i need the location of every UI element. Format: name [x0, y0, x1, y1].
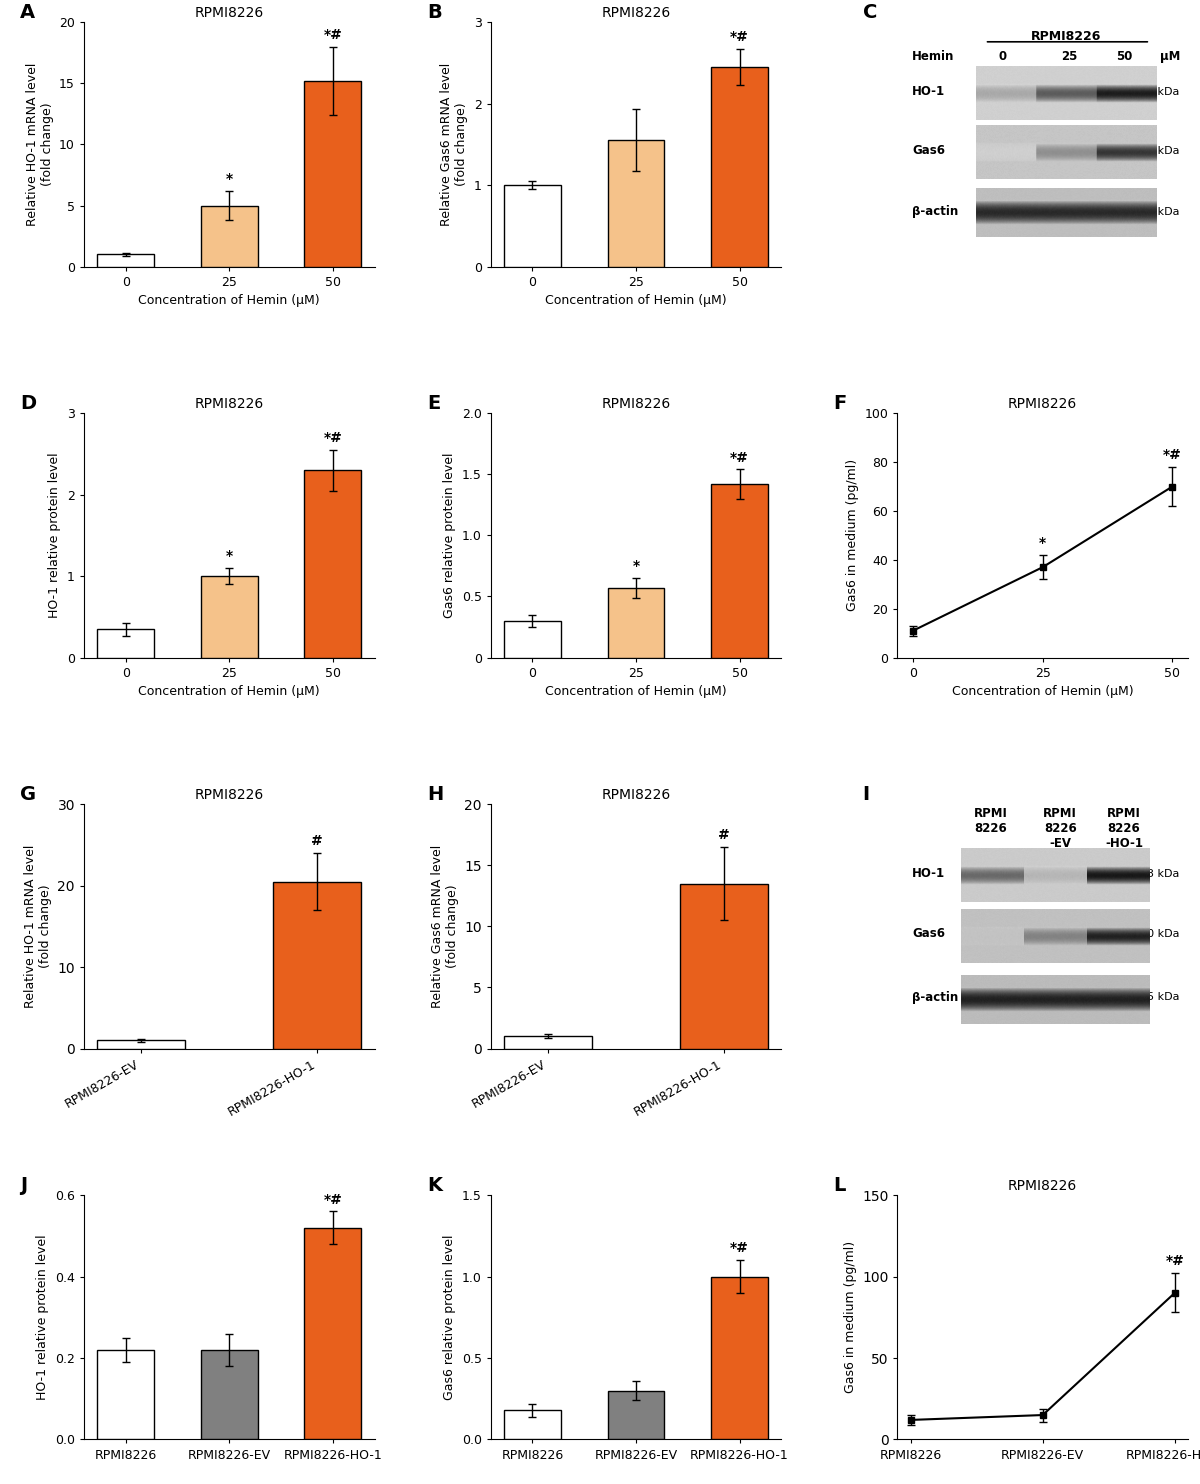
Bar — [274, 881, 361, 1049]
Text: C: C — [863, 3, 877, 22]
Text: *#: *# — [1165, 1254, 1184, 1269]
X-axis label: Concentration of Hemin (μM): Concentration of Hemin (μM) — [138, 686, 320, 697]
Text: β-actin: β-actin — [912, 991, 959, 1003]
Bar — [200, 205, 258, 267]
Text: A: A — [20, 3, 35, 22]
Text: G: G — [20, 785, 36, 804]
Text: Gas6: Gas6 — [912, 144, 946, 157]
Text: #: # — [718, 828, 730, 841]
Y-axis label: HO-1 relative protein level: HO-1 relative protein level — [36, 1235, 49, 1399]
Text: *: * — [226, 549, 233, 562]
Text: 45 kDa: 45 kDa — [1140, 206, 1180, 217]
Text: K: K — [427, 1175, 442, 1195]
Text: *#: *# — [324, 1193, 342, 1206]
Y-axis label: Gas6 in medium (pg/ml): Gas6 in medium (pg/ml) — [844, 1241, 857, 1393]
Y-axis label: Gas6 in medium (pg/ml): Gas6 in medium (pg/ml) — [846, 460, 859, 611]
Text: 80 kDa: 80 kDa — [1140, 929, 1180, 939]
Y-axis label: Relative Gas6 mRNA level
(fold change): Relative Gas6 mRNA level (fold change) — [440, 62, 468, 226]
Y-axis label: Gas6 relative protein level: Gas6 relative protein level — [443, 1235, 456, 1399]
Text: Gas6: Gas6 — [912, 928, 946, 941]
Text: #: # — [312, 834, 323, 849]
Bar — [607, 588, 665, 657]
X-axis label: Concentration of Hemin (μM): Concentration of Hemin (μM) — [545, 294, 727, 307]
Bar — [200, 1350, 258, 1439]
Text: F: F — [834, 393, 847, 413]
Bar — [712, 1276, 768, 1439]
Text: RPMI
8226
-EV: RPMI 8226 -EV — [1043, 807, 1078, 850]
Bar — [607, 141, 665, 267]
Title: RPMI8226: RPMI8226 — [601, 6, 671, 19]
Title: RPMI8226: RPMI8226 — [194, 788, 264, 801]
Text: *#: *# — [324, 430, 342, 445]
Bar — [200, 576, 258, 657]
Text: HO-1: HO-1 — [912, 86, 946, 98]
Text: *: * — [226, 172, 233, 186]
Text: *#: *# — [730, 1242, 749, 1255]
Bar — [680, 883, 768, 1049]
Title: RPMI8226: RPMI8226 — [601, 788, 671, 801]
Text: *#: *# — [730, 451, 749, 464]
Text: β-actin: β-actin — [912, 205, 959, 218]
Bar — [504, 1410, 560, 1439]
Text: *#: *# — [324, 28, 342, 42]
Bar — [305, 1227, 361, 1439]
Text: L: L — [834, 1175, 846, 1195]
Bar — [712, 67, 768, 267]
Text: *: * — [632, 559, 640, 573]
Text: HO-1: HO-1 — [912, 867, 946, 880]
Bar — [97, 629, 154, 657]
Bar — [712, 484, 768, 657]
Text: I: I — [863, 785, 870, 804]
Text: 45 kDa: 45 kDa — [1140, 993, 1180, 1002]
Y-axis label: Relative HO-1 mRNA level
(fold change): Relative HO-1 mRNA level (fold change) — [25, 62, 54, 226]
Text: μM: μM — [1160, 50, 1181, 62]
Y-axis label: Relative HO-1 mRNA level
(fold change): Relative HO-1 mRNA level (fold change) — [24, 844, 52, 1008]
Text: *: * — [1039, 536, 1046, 551]
Text: RPMI
8226
-HO-1: RPMI 8226 -HO-1 — [1105, 807, 1144, 850]
Text: J: J — [20, 1175, 28, 1195]
Text: 33 kDa: 33 kDa — [1140, 868, 1180, 879]
Y-axis label: Gas6 relative protein level: Gas6 relative protein level — [443, 453, 456, 619]
Text: *#: *# — [1163, 448, 1182, 462]
Bar — [504, 620, 560, 657]
Bar — [504, 186, 560, 267]
Text: B: B — [427, 3, 442, 22]
Bar — [305, 82, 361, 267]
Bar — [97, 1040, 185, 1049]
Text: 25: 25 — [1061, 50, 1078, 62]
Text: *#: *# — [730, 30, 749, 45]
Text: 80 kDa: 80 kDa — [1140, 145, 1180, 156]
Title: RPMI8226: RPMI8226 — [1008, 1178, 1078, 1193]
Title: RPMI8226: RPMI8226 — [1008, 396, 1078, 411]
Text: E: E — [427, 393, 440, 413]
Text: RPMI
8226: RPMI 8226 — [973, 807, 1007, 834]
Bar — [305, 470, 361, 657]
Bar — [607, 1391, 665, 1439]
X-axis label: Concentration of Hemin (μM): Concentration of Hemin (μM) — [952, 686, 1134, 697]
Text: 33 kDa: 33 kDa — [1140, 88, 1180, 96]
Bar — [97, 1350, 154, 1439]
X-axis label: Concentration of Hemin (μM): Concentration of Hemin (μM) — [138, 294, 320, 307]
Text: D: D — [20, 393, 36, 413]
Bar — [504, 1036, 592, 1049]
Y-axis label: Relative Gas6 mRNA level
(fold change): Relative Gas6 mRNA level (fold change) — [431, 844, 458, 1008]
Y-axis label: HO-1 relative protein level: HO-1 relative protein level — [48, 453, 61, 619]
Title: RPMI8226: RPMI8226 — [601, 396, 671, 411]
Text: H: H — [427, 785, 443, 804]
Text: RPMI8226: RPMI8226 — [1031, 30, 1102, 43]
Text: 50: 50 — [1116, 50, 1133, 62]
Bar — [97, 254, 154, 267]
Title: RPMI8226: RPMI8226 — [194, 396, 264, 411]
Text: 0: 0 — [998, 50, 1006, 62]
X-axis label: Concentration of Hemin (μM): Concentration of Hemin (μM) — [545, 686, 727, 697]
Text: Hemin: Hemin — [912, 50, 954, 62]
Title: RPMI8226: RPMI8226 — [194, 6, 264, 19]
